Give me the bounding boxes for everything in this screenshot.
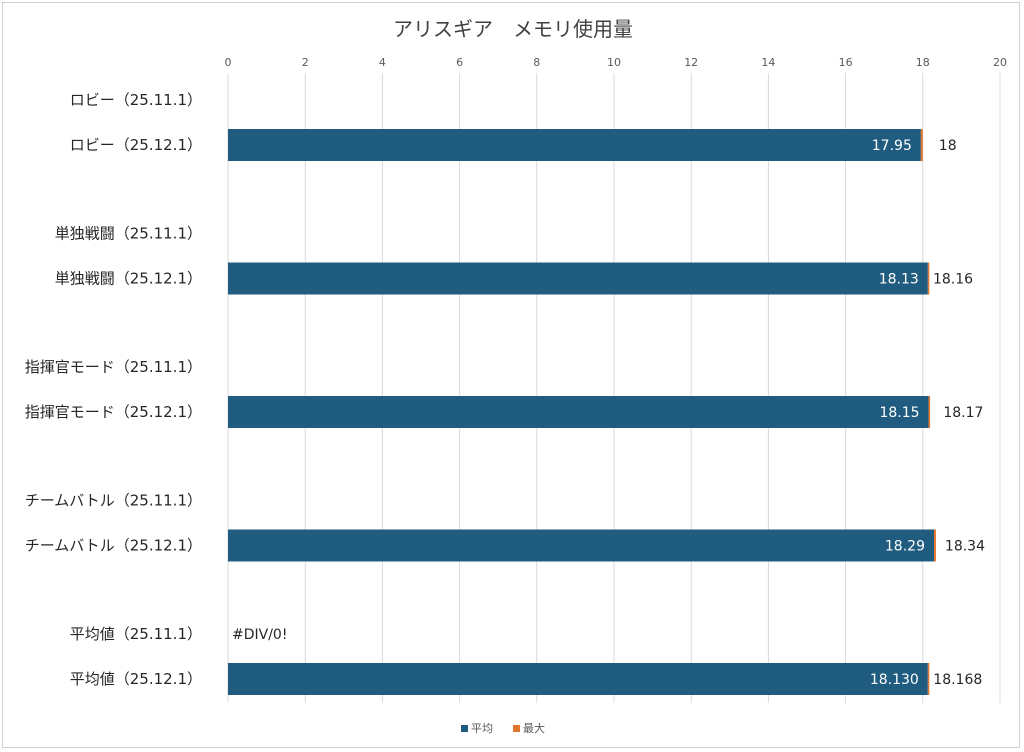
x-tick-label: 8 <box>533 56 540 69</box>
legend-swatch <box>513 725 520 732</box>
data-label-max: 18.16 <box>933 272 973 288</box>
x-tick-label: 14 <box>761 56 775 69</box>
legend-swatch <box>461 725 468 732</box>
category-labels: ロビー（25.11.1） ロビー（25.12.1） 単独戦闘（25.11.1） 単独戦… <box>25 91 202 688</box>
legend-label: 最大 <box>523 721 545 735</box>
bars <box>228 129 936 695</box>
x-tick-label: 20 <box>993 56 1007 69</box>
category-label: 平均値（25.11.1） <box>70 625 202 643</box>
bar-average <box>228 396 929 428</box>
data-label-max: #DIV/0! <box>232 627 287 643</box>
x-tick-label: 12 <box>684 56 698 69</box>
category-label: チームバトル（25.12.1） <box>25 537 202 555</box>
bar-max <box>933 529 936 562</box>
category-label: 平均値（25.12.1） <box>70 670 202 688</box>
legend: 平均 最大 <box>461 721 545 735</box>
x-tick-label: 2 <box>302 56 309 69</box>
category-label: 指揮官モード（25.11.1） <box>25 358 202 376</box>
bar-chart: アリスギア メモリ使用量 0 2 4 6 8 10 12 14 16 18 20 ロビー（25.11… <box>25 17 1008 735</box>
gridlines <box>227 73 1001 703</box>
category-label: 単独戦闘（25.11.1） <box>55 225 202 243</box>
x-tick-label: 16 <box>839 56 853 69</box>
data-label-average: 18.130 <box>870 672 919 688</box>
data-label-average: 18.15 <box>879 405 919 421</box>
data-label-average: 18.29 <box>885 539 925 555</box>
chart-title: アリスギア メモリ使用量 <box>393 17 633 41</box>
x-axis-ticks: 0 2 4 6 8 10 12 14 16 18 20 <box>225 56 1008 69</box>
legend-label: 平均 <box>471 722 493 735</box>
bar-average <box>228 129 921 161</box>
x-tick-label: 10 <box>607 56 621 69</box>
data-label-max: 18.168 <box>933 672 982 688</box>
bar-max <box>927 262 930 295</box>
category-label: 単独戦闘（25.12.1） <box>55 270 202 288</box>
bar-max <box>927 663 930 695</box>
x-tick-label: 0 <box>225 56 232 69</box>
category-label: 指揮官モード（25.12.1） <box>25 403 202 421</box>
bar-average <box>228 262 928 295</box>
data-label-max: 18.17 <box>943 405 983 421</box>
data-label-average: 18.13 <box>879 272 919 288</box>
category-label: ロビー（25.12.1） <box>70 136 202 154</box>
data-label-average: 17.95 <box>872 138 912 154</box>
category-label: チームバトル（25.11.1） <box>25 492 202 510</box>
bar-average <box>228 663 928 695</box>
bar-max <box>928 396 931 428</box>
x-tick-label: 18 <box>916 56 930 69</box>
x-tick-label: 6 <box>456 56 463 69</box>
data-labels: 17.95 18 18.13 18.16 18.15 18.17 18.29 18.34 #DI… <box>232 138 985 688</box>
bar-max <box>920 129 923 161</box>
bar-average <box>228 529 934 562</box>
x-tick-label: 4 <box>379 56 386 69</box>
data-label-max: 18 <box>939 138 957 154</box>
data-label-max: 18.34 <box>945 539 985 555</box>
category-label: ロビー（25.11.1） <box>70 91 202 109</box>
